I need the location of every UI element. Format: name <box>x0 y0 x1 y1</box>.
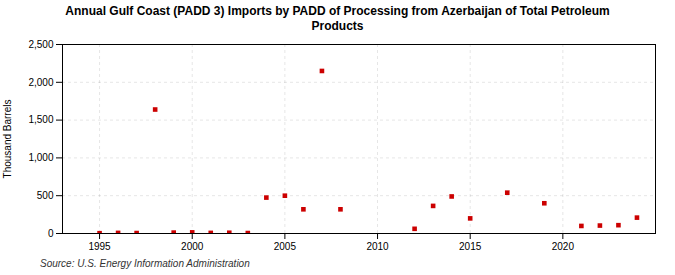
svg-text:2010: 2010 <box>366 241 389 252</box>
svg-text:1,000: 1,000 <box>28 152 53 163</box>
svg-text:1995: 1995 <box>88 241 111 252</box>
svg-text:2,000: 2,000 <box>28 77 53 88</box>
svg-text:Thousand Barrels: Thousand Barrels <box>2 100 13 179</box>
html-text:Annual Gulf Coast (PADD 3) Imp: Annual Gulf Coast (PADD 3) Imports by PA… <box>65 4 610 33</box>
svg-text:2000: 2000 <box>181 241 204 252</box>
html-text:Source: U.S. Energy Informatio: Source: U.S. Energy Information Administ… <box>40 258 250 269</box>
svg-text:500: 500 <box>37 190 54 201</box>
svg-text:0: 0 <box>48 228 54 239</box>
svg-text:2005: 2005 <box>274 241 297 252</box>
svg-text:2,500: 2,500 <box>28 39 53 50</box>
svg-text:2020: 2020 <box>552 241 575 252</box>
svg-text:2015: 2015 <box>459 241 482 252</box>
svg-text:1,500: 1,500 <box>28 114 53 125</box>
